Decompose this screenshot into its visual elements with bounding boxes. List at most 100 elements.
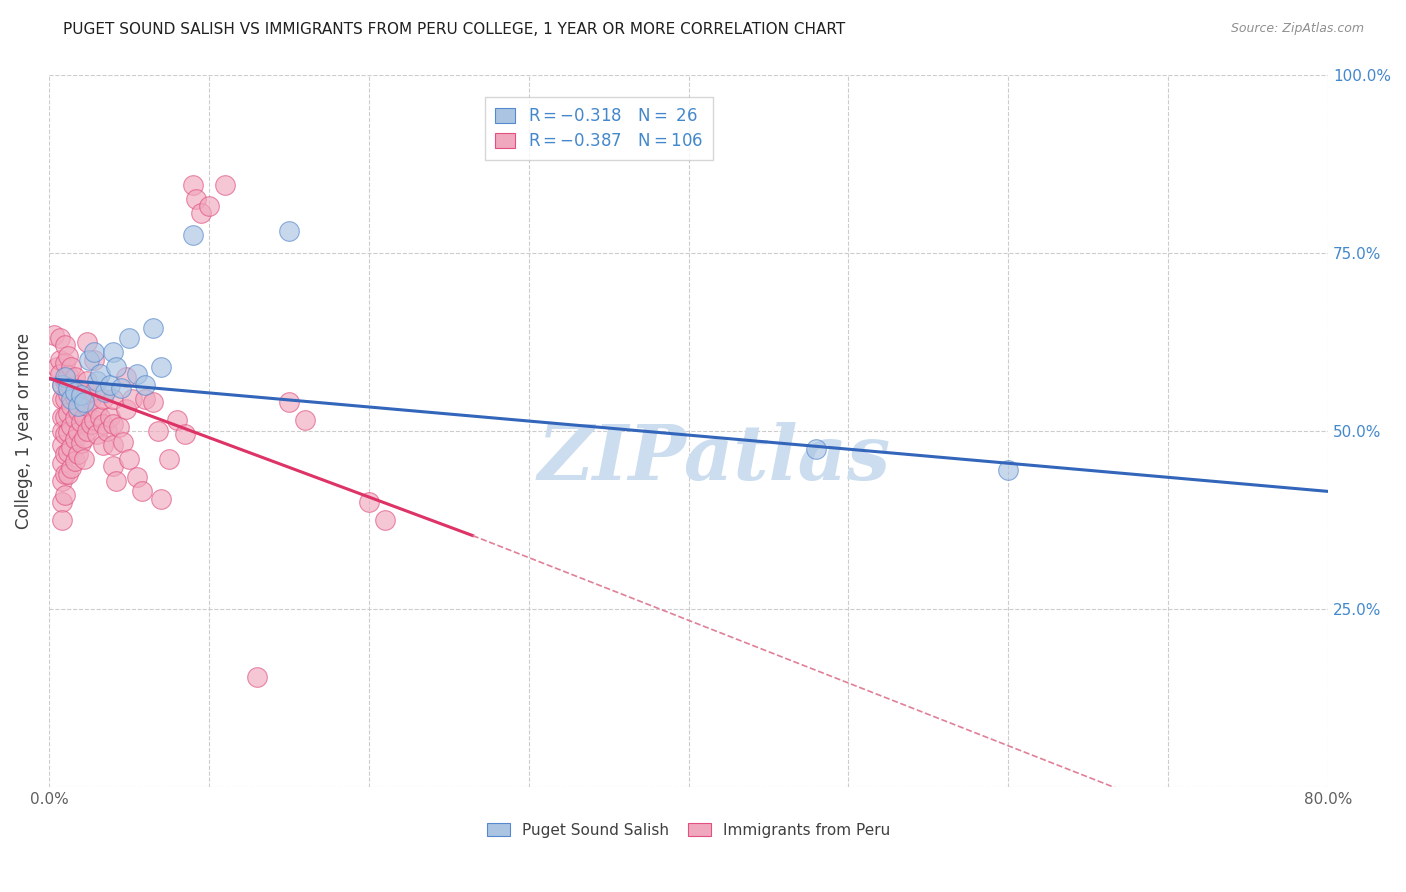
Point (51, 456, 73, 470)
Point (66, 399, 89, 413)
Point (86, 427, 108, 442)
Point (63, 433, 86, 447)
Point (101, 459, 124, 474)
Point (806, 442, 828, 456)
Point (91, 392, 114, 406)
Point (246, 670, 269, 684)
Point (76, 334, 98, 349)
Point (53, 447, 76, 461)
Point (997, 463, 1019, 477)
Point (96, 424, 118, 438)
Text: ZIPatlas: ZIPatlas (537, 422, 891, 496)
Point (51, 474, 73, 488)
Point (60, 440, 83, 454)
Point (91, 417, 114, 431)
Point (101, 345, 124, 359)
Point (357, 495, 380, 509)
Point (214, 178, 236, 192)
Point (51, 513, 73, 527)
Point (49, 352, 72, 367)
Point (60, 359, 83, 374)
Point (98, 377, 121, 392)
Point (121, 392, 143, 406)
Point (101, 392, 124, 406)
Point (46, 359, 69, 374)
Point (294, 413, 316, 427)
Point (181, 227, 204, 242)
Point (101, 438, 124, 452)
Point (70, 388, 93, 402)
Point (105, 359, 128, 374)
Point (53, 370, 76, 384)
Point (83, 413, 105, 427)
Point (181, 178, 204, 192)
Point (114, 402, 136, 417)
Point (73, 431, 96, 445)
Point (149, 491, 172, 506)
Point (53, 356, 76, 370)
Point (76, 424, 98, 438)
Point (66, 383, 89, 397)
Point (53, 392, 76, 406)
Point (142, 320, 165, 334)
Point (105, 474, 128, 488)
Point (53, 488, 76, 502)
Point (56, 406, 79, 420)
Point (91, 438, 114, 452)
Point (56, 381, 79, 395)
Point (51, 377, 73, 392)
Point (83, 384, 105, 399)
Point (76, 399, 98, 413)
Point (56, 368, 79, 383)
Point (56, 445, 79, 459)
Point (89, 409, 111, 424)
Point (60, 418, 83, 433)
Point (51, 377, 73, 392)
Point (114, 370, 136, 384)
Point (73, 452, 96, 467)
Point (134, 377, 156, 392)
Point (49, 331, 72, 345)
Point (51, 438, 73, 452)
Point (142, 395, 165, 409)
Point (63, 411, 86, 425)
Point (73, 384, 96, 399)
Point (66, 447, 89, 461)
Point (86, 374, 108, 388)
Point (51, 495, 73, 509)
Point (118, 452, 141, 467)
Point (70, 436, 93, 450)
Point (108, 420, 131, 434)
Point (94, 384, 117, 399)
Point (134, 392, 156, 406)
Point (66, 404, 89, 418)
Point (60, 379, 83, 393)
Point (190, 206, 212, 220)
Legend: Puget Sound Salish, Immigrants from Peru: Puget Sound Salish, Immigrants from Peru (481, 816, 896, 844)
Point (51, 392, 73, 406)
Point (198, 199, 221, 213)
Point (125, 470, 148, 484)
Point (184, 192, 207, 206)
Point (53, 338, 76, 352)
Point (173, 427, 195, 442)
Y-axis label: College, 1 year or more: College, 1 year or more (15, 333, 32, 529)
Point (56, 386, 79, 401)
Point (89, 367, 111, 381)
Point (56, 349, 79, 363)
Point (374, 513, 396, 527)
Point (60, 399, 83, 413)
Point (53, 409, 76, 424)
Point (83, 352, 105, 367)
Point (76, 374, 98, 388)
Point (51, 424, 73, 438)
Point (149, 359, 172, 374)
Point (63, 390, 86, 404)
Point (63, 384, 86, 399)
Point (77, 352, 100, 367)
Point (63, 454, 86, 468)
Point (110, 381, 132, 395)
Point (66, 425, 89, 440)
Point (98, 409, 121, 424)
Point (101, 417, 124, 431)
